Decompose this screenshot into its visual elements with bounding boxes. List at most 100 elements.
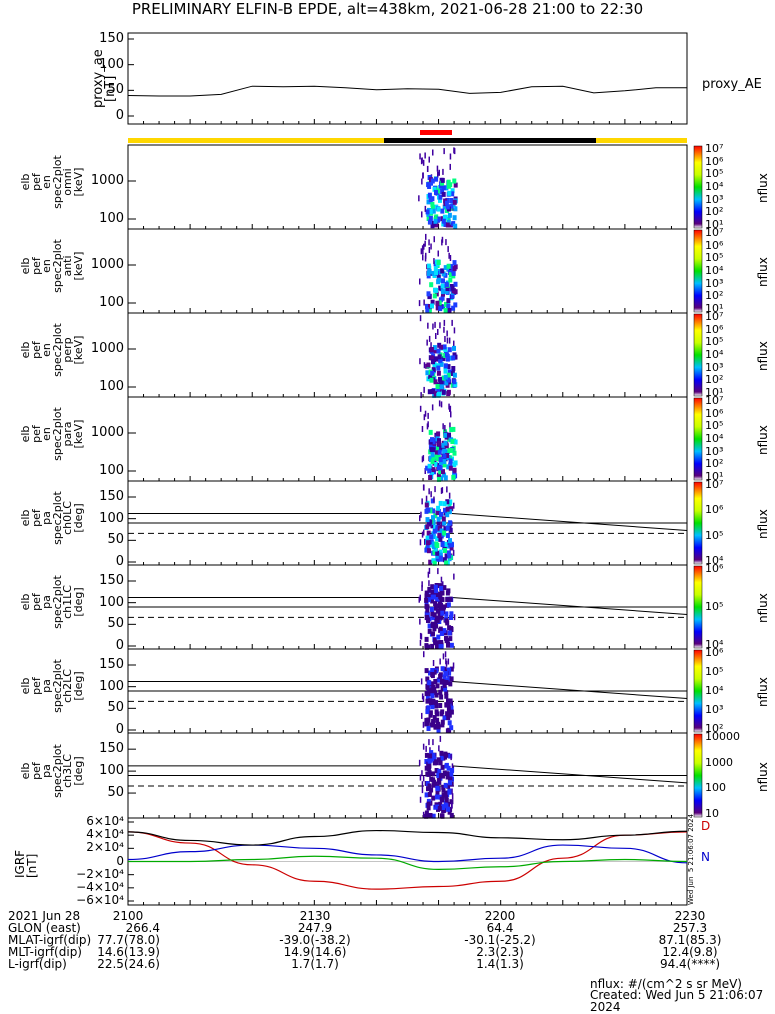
spectrogram-ytick: 100 <box>99 463 124 478</box>
spectrogram-cell <box>428 698 433 704</box>
spectrogram-cell <box>432 186 437 192</box>
spectrogram-cell <box>443 319 446 326</box>
spectrogram-cell <box>430 643 435 649</box>
spectrogram-cell <box>447 667 452 673</box>
proxy-ae-legend: proxy_AE <box>702 77 762 92</box>
footer-row-label: GLON (east) <box>8 921 81 935</box>
spectrogram-cell <box>449 611 454 617</box>
spectrogram-cell <box>449 545 454 551</box>
spectrogram-cell <box>438 285 443 291</box>
spectrogram-cell <box>436 260 441 265</box>
spectrogram-cell <box>440 283 445 289</box>
spectrogram-cell <box>426 507 431 513</box>
spectrogram-cell <box>450 411 452 418</box>
spectrogram-cell <box>448 596 453 602</box>
spectrogram-cell <box>448 780 452 786</box>
spectrogram-cell <box>434 222 439 228</box>
spectrogram-cell <box>442 472 447 478</box>
spectrogram-cell <box>442 585 447 591</box>
spectrogram-cell <box>431 388 436 394</box>
spectrogram-cell <box>447 675 452 681</box>
spectrogram-cell <box>436 516 441 522</box>
spectrogram-cell <box>441 389 446 395</box>
spectrogram-data <box>418 233 458 314</box>
spectrogram-cell <box>443 222 448 227</box>
spectrogram-cell <box>426 263 431 269</box>
spectrogram-cell <box>446 588 451 594</box>
spectrogram-cell <box>424 410 427 417</box>
spectrogram-cell <box>441 516 446 522</box>
spectrogram-cell <box>430 342 432 349</box>
spectrogram-cell <box>442 581 444 588</box>
spectrogram-cell <box>449 198 454 203</box>
footer-row-value: 1.7(1.7) <box>291 957 339 971</box>
spectrogram-cell <box>429 776 434 782</box>
colorbar-tick: 10⁷ <box>705 478 724 491</box>
spectrogram-cell <box>428 439 433 445</box>
spectrogram-cell <box>447 509 452 515</box>
spectrogram-cell <box>430 704 435 710</box>
spectrogram-cell <box>443 265 448 271</box>
spectrogram-cell <box>444 797 449 803</box>
spectrogram-cell <box>449 447 454 453</box>
spectrogram-cell <box>447 712 452 718</box>
spectrogram-cell <box>432 660 435 666</box>
spectrogram-cell <box>438 760 443 766</box>
spectrogram-cell <box>433 379 438 385</box>
spectrogram-cell <box>444 618 449 624</box>
spectrogram-cell <box>452 345 456 351</box>
spectrogram-cell <box>443 507 447 513</box>
spectrogram-cell <box>429 722 434 728</box>
pa-ytick: 0 <box>115 554 124 569</box>
spectrogram-cell <box>438 626 443 632</box>
spectrogram-cell <box>448 403 450 410</box>
spectrogram-cell <box>443 526 448 532</box>
spectrogram-cell <box>427 548 431 554</box>
colorbar-tick: 10⁴ <box>705 348 724 361</box>
spectrogram-cell <box>435 536 440 542</box>
spectrogram-cell <box>446 783 451 789</box>
spectrogram-cell <box>442 770 447 776</box>
spectrogram-cell <box>439 445 444 451</box>
spectrogram-cell <box>435 510 440 516</box>
colorbar <box>693 313 703 397</box>
spectrogram-cell <box>444 352 449 358</box>
spectrogram-cell <box>437 300 442 306</box>
spectrogram-cell <box>434 623 439 629</box>
spectrogram-cell <box>441 605 446 611</box>
page-title: PRELIMINARY ELFIN-B EPDE, alt=438km, 202… <box>131 0 644 18</box>
spectrogram-cell <box>448 465 453 471</box>
spectrogram-cell <box>432 345 437 351</box>
spectrogram-cell <box>432 756 437 762</box>
spectrogram-cell <box>424 205 427 212</box>
spectrogram-cell <box>435 618 440 624</box>
spectrogram-cell <box>438 552 443 558</box>
spectrogram-cell <box>440 189 445 195</box>
igrf-series-line <box>127 855 688 871</box>
colorbar-tick: 10³ <box>705 444 724 458</box>
spectrogram-cell <box>448 520 453 526</box>
footer-row-value: -30.1(-25.2) <box>464 933 536 947</box>
spectrogram-cell <box>444 635 448 641</box>
spectrogram-cell <box>421 157 423 164</box>
spectrogram-cell <box>449 427 454 433</box>
spectrogram-cell <box>445 774 450 780</box>
spectrogram-cell <box>421 770 423 777</box>
colorbar-tick: 10³ <box>705 360 724 374</box>
spectrogram-cell <box>439 528 444 534</box>
spectrogram-cell <box>422 775 425 782</box>
spectrogram-cell <box>446 263 451 269</box>
spectrogram-cell <box>430 459 435 465</box>
spectrogram-cell <box>446 752 451 758</box>
spectrogram-cell <box>429 534 434 540</box>
spectrogram-cell <box>426 798 431 804</box>
spectrogram-cell <box>432 444 436 450</box>
spectrogram-cell <box>431 534 436 539</box>
spectrogram-cell <box>429 594 434 600</box>
spectrogram-cell <box>441 239 443 246</box>
spectrogram-cell <box>436 772 441 778</box>
loss-cone-line <box>451 512 688 531</box>
spectrogram-cell <box>424 547 429 553</box>
colorbar-tick: 10⁶ <box>705 154 724 168</box>
spectrogram-cell <box>449 203 454 209</box>
